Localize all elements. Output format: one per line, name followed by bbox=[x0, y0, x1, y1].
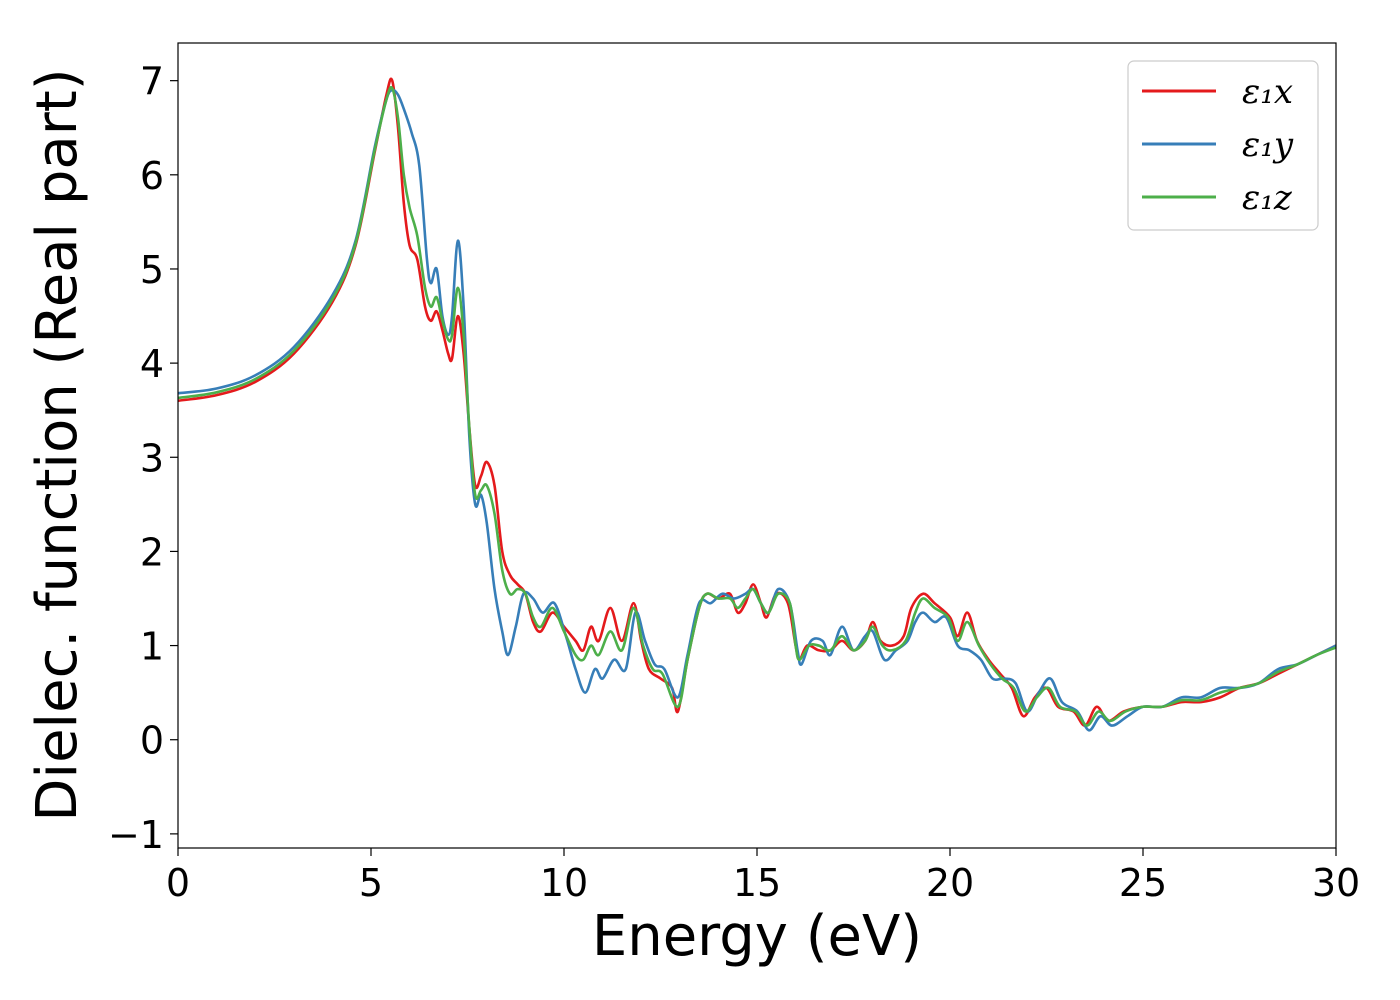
y-tick-label: 7 bbox=[140, 60, 164, 104]
series-line-z bbox=[178, 85, 1336, 727]
x-tick-label: 5 bbox=[359, 861, 383, 905]
y-tick-label: 5 bbox=[140, 248, 164, 292]
y-axis-title: Dielec. function (Real part) bbox=[25, 68, 90, 821]
x-tick-label: 30 bbox=[1312, 861, 1360, 905]
x-tick-label: 10 bbox=[540, 861, 588, 905]
legend-box bbox=[1127, 60, 1319, 231]
legend: ε₁x ε₁y ε₁z bbox=[1127, 60, 1319, 231]
y-tick-label: 3 bbox=[140, 436, 164, 480]
x-tick-label: 15 bbox=[733, 861, 781, 905]
legend-label-z: ε₁z bbox=[1242, 178, 1293, 218]
y-tick-label: 0 bbox=[140, 719, 164, 763]
y-tick-label: 2 bbox=[140, 530, 164, 574]
y-tick-label: −1 bbox=[108, 813, 164, 857]
legend-label-x: ε₁x bbox=[1242, 72, 1293, 112]
x-tick-label: 25 bbox=[1119, 861, 1167, 905]
y-tick-label: 4 bbox=[140, 342, 164, 386]
y-tick-label: 1 bbox=[140, 625, 164, 669]
y-tick-label: 6 bbox=[140, 154, 164, 198]
legend-label-y: ε₁y bbox=[1242, 125, 1294, 165]
x-tick-label: 20 bbox=[926, 861, 974, 905]
x-tick-label: 0 bbox=[166, 861, 190, 905]
x-axis-title: Energy (eV) bbox=[592, 904, 922, 969]
